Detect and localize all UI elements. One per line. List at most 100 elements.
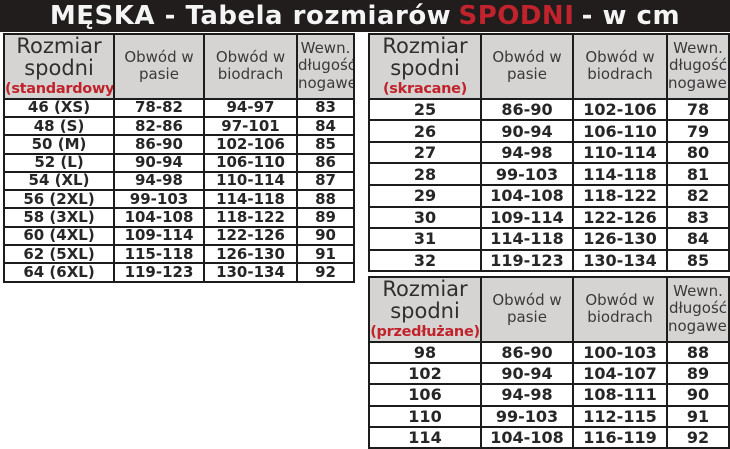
value-cell: 90-94 [113,152,205,173]
value-cell: 94-98 [480,140,574,165]
table-row: 98 86-90 100-103 88 [368,340,730,364]
value-cell: 89 [666,361,730,386]
inseam-column-header: Wewn. długość nogawek [666,33,730,100]
value-cell: 112-115 [572,404,668,428]
value-cell: 130-134 [572,248,668,273]
value-cell: 88 [666,340,730,364]
waist-column-header: Obwód w pasie [480,276,574,343]
size-cell: 110 [368,404,482,428]
inseam-column-header: Wewn. długość nogawek [666,276,730,343]
value-cell: 91 [296,243,355,265]
value-cell: 90-94 [480,361,574,386]
size-cell: 52 (L) [3,152,115,173]
header-row: Rozmiar spodni (standardowy) Obwód w pas… [3,33,355,100]
value-cell: 102-106 [572,97,668,122]
hips-column-header: Obwód w biodrach [203,33,298,100]
table-row: 106 94-98 108-111 90 [368,383,730,407]
size-cell: 60 (4XL) [3,225,115,247]
value-cell: 86-90 [480,340,574,364]
value-cell: 86-90 [113,134,205,155]
value-cell: 102-106 [203,134,298,155]
size-table-standard: Rozmiar spodni (standardowy) Obwód w pas… [3,33,355,283]
value-cell: 130-134 [203,262,298,283]
value-cell: 99-103 [480,404,574,428]
size-variant-lengthened: (przedłużane) [370,323,480,340]
value-cell: 82 [666,184,730,208]
table-row: 30 109-114 122-126 83 [368,205,730,230]
value-cell: 88 [296,189,355,210]
value-cell: 83 [666,205,730,230]
size-column-header: Rozmiar spodni (przedłużane) [368,276,482,343]
value-cell: 118-122 [572,184,668,208]
table-body-standard: 46 (XS) 78-82 94-97 83 48 (S) 82-86 97-101 84 50… [3,97,355,283]
table-row: 27 94-98 110-114 80 [368,140,730,165]
value-cell: 104-108 [480,425,574,449]
value-cell: 90-94 [480,119,574,143]
value-cell: 114-118 [480,227,574,251]
header-row: Rozmiar spodni (skracane) Obwód w pasie … [368,33,730,100]
size-cell: 102 [368,361,482,386]
size-cell: 58 (3XL) [3,207,115,228]
value-cell: 81 [666,162,730,186]
table-row: 58 (3XL) 104-108 118-122 89 [3,207,355,228]
value-cell: 84 [666,227,730,251]
value-cell: 110-114 [203,170,298,192]
size-cell: 50 (M) [3,134,115,155]
value-cell: 104-108 [480,184,574,208]
size-title: Rozmiar spodni [382,34,468,81]
size-table-lengthened: Rozmiar spodni (przedłużane) Obwód w pas… [368,276,730,449]
value-cell: 84 [296,115,355,137]
value-cell: 122-126 [572,205,668,230]
page-title: MĘSKA - Tabela rozmiarów SPODNI - w cm [0,0,730,32]
size-title: Rozmiar spodni [16,34,102,81]
table-row: 102 90-94 104-107 89 [368,361,730,386]
value-cell: 104-108 [113,207,205,228]
value-cell: 118-122 [203,207,298,228]
table-row: 46 (XS) 78-82 94-97 83 [3,97,355,118]
value-cell: 122-126 [203,225,298,247]
value-cell: 126-130 [203,243,298,265]
table-row: 62 (5XL) 115-118 126-130 91 [3,243,355,265]
size-cell: 26 [368,119,482,143]
table-row: 28 99-103 114-118 81 [368,162,730,186]
value-cell: 97-101 [203,115,298,137]
value-cell: 78-82 [113,97,205,118]
size-cell: 27 [368,140,482,165]
header-row: Rozmiar spodni (przedłużane) Obwód w pas… [368,276,730,343]
table-row: 64 (6XL) 119-123 130-134 92 [3,262,355,283]
value-cell: 85 [296,134,355,155]
table-row: 114 104-108 116-119 92 [368,425,730,449]
size-cell: 54 (XL) [3,170,115,192]
size-table-shortened: Rozmiar spodni (skracane) Obwód w pasie … [368,33,730,273]
size-cell: 46 (XS) [3,97,115,118]
value-cell: 91 [666,404,730,428]
size-cell: 48 (S) [3,115,115,137]
value-cell: 119-123 [113,262,205,283]
table-row: 52 (L) 90-94 106-110 86 [3,152,355,173]
size-variant-shortened: (skracane) [382,80,467,97]
hips-column-header: Obwód w biodrach [572,33,668,100]
value-cell: 87 [296,170,355,192]
table-row: 110 99-103 112-115 91 [368,404,730,428]
value-cell: 83 [296,97,355,118]
title-prefix: MĘSKA - Tabela rozmiarów [49,1,452,31]
title-suffix: - w cm [581,1,681,31]
size-cell: 106 [368,383,482,407]
value-cell: 116-119 [572,425,668,449]
value-cell: 82-86 [113,115,205,137]
value-cell: 100-103 [572,340,668,364]
value-cell: 80 [666,140,730,165]
inseam-column-header: Wewn. długość nogawek [296,33,355,100]
value-cell: 90 [666,383,730,407]
table-row: 56 (2XL) 99-103 114-118 88 [3,189,355,210]
value-cell: 92 [296,262,355,283]
value-cell: 78 [666,97,730,122]
value-cell: 86-90 [480,97,574,122]
size-cell: 28 [368,162,482,186]
hips-column-header: Obwód w biodrach [572,276,668,343]
value-cell: 108-111 [572,383,668,407]
value-cell: 114-118 [572,162,668,186]
value-cell: 110-114 [572,140,668,165]
table-row: 32 119-123 130-134 85 [368,248,730,273]
